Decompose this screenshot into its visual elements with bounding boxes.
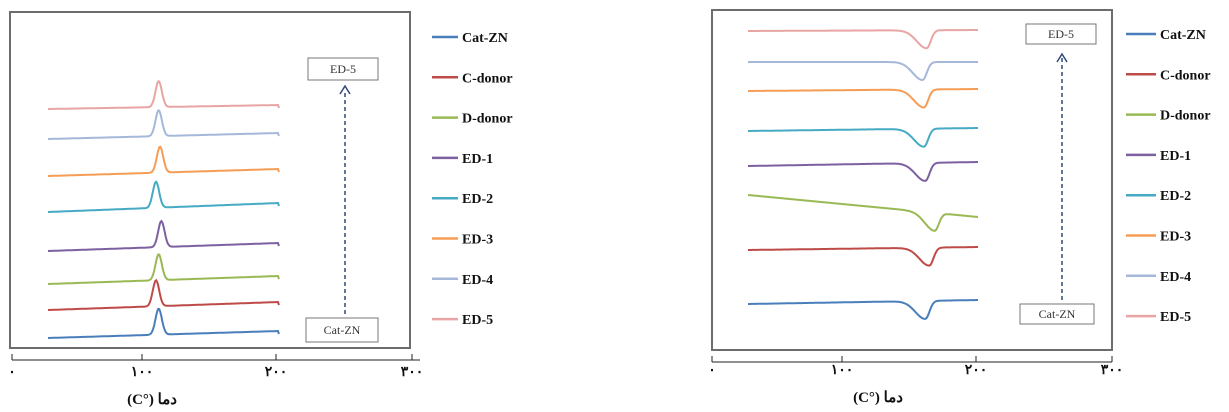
left-tick-label-3: ۳۰۰ [401, 365, 424, 380]
right-plot-frame [711, 9, 1113, 351]
right-series-line-d-donor [747, 194, 979, 232]
right-series-line-ed-5 [748, 29, 978, 50]
left-legend-label-ed-4: ED-4 [462, 273, 493, 288]
left-series-line-ed-2 [48, 180, 280, 213]
left-series-line-c-donor [48, 278, 280, 311]
left-annotation-box-bottom [305, 317, 379, 343]
left-series-line-d-donor [48, 253, 280, 285]
right-legend-label-ed-1: ED-1 [1160, 149, 1191, 164]
right-legend-label-d-donor: D-donor [1160, 109, 1211, 124]
left-legend-label-ed-5: ED-5 [462, 313, 493, 328]
left-series-line-ed-5 [48, 80, 280, 110]
right-annotation-box-bottom [1019, 303, 1095, 325]
left-x-axis-label: دما (°C) [127, 392, 177, 408]
left-arrow-head [339, 84, 351, 95]
right-annotation-top-text: ED-5 [1048, 27, 1074, 41]
right-series-line-ed-2 [748, 127, 978, 148]
right-legend-label-ed-3: ED-3 [1160, 230, 1191, 245]
right-legend-label-ed-5: ED-5 [1160, 310, 1191, 325]
right-tick-label-0: ۰ [708, 363, 716, 378]
left-annotation-top-text: ED-5 [330, 62, 356, 76]
left-legend-label-ed-1: ED-1 [462, 152, 493, 167]
right-series-line-ed-4 [748, 61, 978, 82]
left-series-line-ed-1 [48, 219, 280, 252]
left-chart-panel: ۰ ۱۰۰ ۲۰۰ ۳۰۰ دما (°C) Cat-ZN C-donor D-donor ED… [0, 0, 600, 412]
left-series-line-ed-4 [48, 109, 280, 140]
left-chart-svg: ۰ ۱۰۰ ۲۰۰ ۳۰۰ دما (°C) Cat-ZN C-donor D-donor ED… [8, 11, 513, 408]
right-legend-label-c-donor: C-donor [1160, 68, 1211, 83]
left-annotation-bottom-text: Cat-ZN [324, 323, 361, 337]
right-annotation-bottom-text: Cat-ZN [1039, 307, 1076, 321]
left-tick-label-1: ۱۰۰ [131, 365, 154, 380]
right-tick-label-1: ۱۰۰ [831, 363, 854, 378]
right-legend-label-ed-4: ED-4 [1160, 270, 1191, 285]
right-legend-label-cat-zn: Cat-ZN [1160, 28, 1206, 43]
right-annotation-box-top [1025, 23, 1097, 45]
left-legend-label-cat-zn: Cat-ZN [462, 31, 508, 46]
right-x-axis-label: دما (°C) [853, 390, 903, 406]
right-series-line-ed-1 [748, 161, 978, 182]
left-legend-label-d-donor: D-donor [462, 112, 513, 127]
right-series-line-ed-3 [748, 88, 978, 109]
right-series-line-c-donor [748, 246, 978, 267]
right-chart-panel: ۰ ۱۰۰ ۲۰۰ ۳۰۰ دما (°C) Cat-ZN C-donor D-donor ED… [614, 0, 1229, 412]
right-legend-label-ed-2: ED-2 [1160, 189, 1191, 204]
left-series-line-cat-zn [48, 307, 280, 339]
right-tick-label-3: ۳۰۰ [1101, 363, 1124, 378]
left-legend-label-ed-3: ED-3 [462, 233, 493, 248]
left-tick-label-0: ۰ [8, 365, 16, 380]
left-plot-frame [9, 11, 411, 349]
left-annotation-box-top [307, 57, 379, 81]
right-tick-label-2: ۲۰۰ [965, 363, 988, 378]
left-legend-label-ed-2: ED-2 [462, 192, 493, 207]
left-tick-label-2: ۲۰۰ [265, 365, 288, 380]
left-legend-label-c-donor: C-donor [462, 71, 513, 86]
left-series-line-ed-3 [48, 145, 280, 177]
right-chart-svg: ۰ ۱۰۰ ۲۰۰ ۳۰۰ دما (°C) Cat-ZN C-donor D-donor ED… [708, 9, 1211, 406]
right-series-line-cat-zn [748, 299, 978, 320]
right-arrow-head [1056, 52, 1068, 63]
